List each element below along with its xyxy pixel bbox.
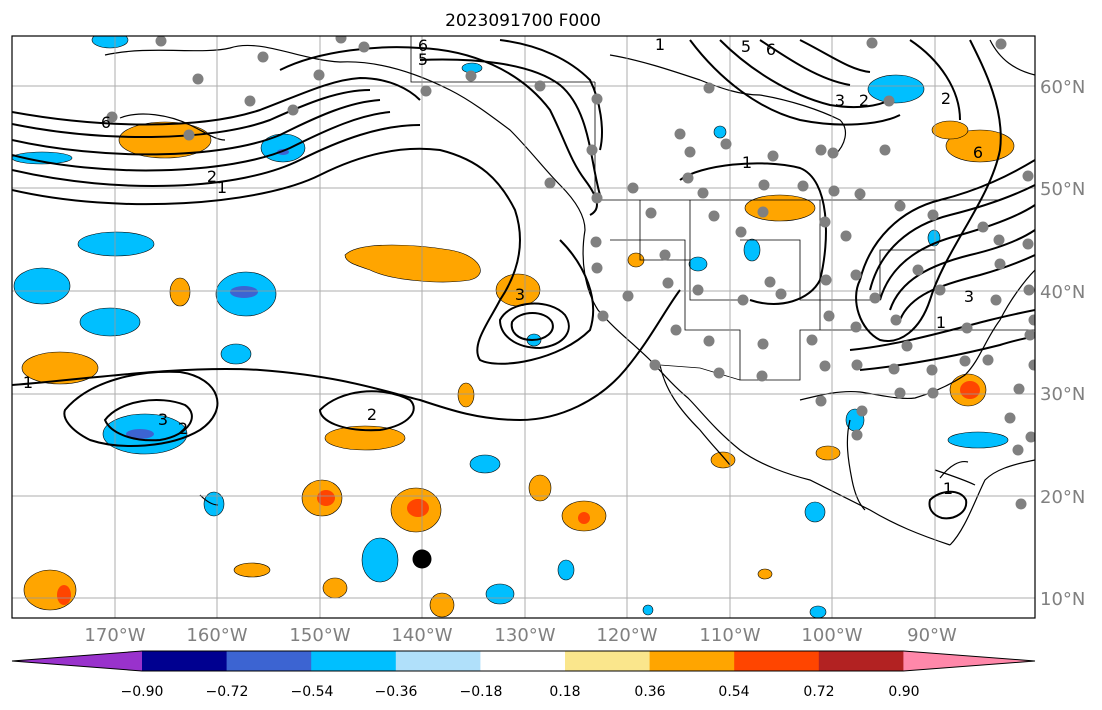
colorbar-ticks: −0.90 −0.72 −0.54 −0.36 −0.18 0.18 0.36 … [121, 684, 920, 700]
strong-negative-anomalies [126, 149, 289, 439]
colorbar-segment [395, 651, 481, 671]
lon-label: 110°W [699, 625, 760, 646]
contour-label: 6 [418, 36, 428, 55]
map-area: 6 5 6 2 1 2 1 3 3 2 1 1 5 6 3 2 6 3 2 1 … [12, 35, 1035, 618]
colorbar-segment [311, 651, 397, 671]
lon-label: 120°W [596, 625, 657, 646]
location-marker [412, 549, 432, 569]
grid-lines [12, 36, 1035, 618]
contour-labels: 6 5 6 2 1 2 1 3 3 2 1 1 5 6 3 2 6 3 2 1 … [23, 35, 983, 498]
contour-label: 2 [859, 91, 869, 110]
latitude-labels: 60°N 50°N 40°N 30°N 20°N 10°N [1040, 77, 1085, 610]
lon-label: 100°W [801, 625, 862, 646]
colorbar-segment [565, 651, 651, 671]
contour-label: 2 [367, 405, 377, 424]
colorbar [11, 650, 1036, 672]
contour-label: 5 [741, 37, 751, 56]
colorbar-extend-low [12, 651, 142, 671]
contour-label: 1 [655, 35, 665, 54]
lat-label: 10°N [1040, 589, 1085, 610]
colorbar-tick-label: −0.36 [375, 684, 418, 700]
contour-label: 6 [973, 143, 983, 162]
lat-label: 40°N [1040, 282, 1085, 303]
lat-label: 30°N [1040, 384, 1085, 405]
colorbar-segment [734, 651, 820, 671]
map-frame [11, 35, 1036, 619]
lat-label: 60°N [1040, 77, 1085, 98]
lon-label: 170°W [84, 625, 145, 646]
contour-label: 6 [766, 40, 776, 59]
lon-label: 140°W [391, 625, 452, 646]
colorbar-tick-label: −0.72 [206, 684, 249, 700]
contour-label: 1 [943, 479, 953, 498]
colorbar-tick-label: 0.90 [888, 684, 919, 700]
longitude-labels: 170°W 160°W 150°W 140°W 130°W 120°W 110°… [84, 625, 957, 646]
contour-label: 6 [101, 113, 111, 132]
colorbar-segment [480, 651, 566, 671]
colorbar-tick-label: −0.18 [460, 684, 503, 700]
lat-label: 20°N [1040, 487, 1085, 508]
map-title: 2023091700 F000 [445, 11, 601, 31]
colorbar-tick-label: 0.72 [803, 684, 834, 700]
colorbar-segment [649, 651, 735, 671]
colorbar-outline [11, 650, 1036, 672]
station-dots [106, 36, 1035, 510]
contour-label: 1 [217, 178, 227, 197]
colorbar-extend-high [903, 651, 1035, 671]
strong-positive-anomalies [57, 381, 980, 605]
colorbar-tick-label: 0.36 [634, 684, 665, 700]
contour-label: 2 [178, 419, 188, 438]
colorbar-tick-label: −0.54 [291, 684, 334, 700]
lon-label: 150°W [289, 625, 350, 646]
colorbar-tick-label: −0.90 [121, 684, 164, 700]
colorbar-segment [142, 651, 228, 671]
contour-label: 2 [941, 89, 951, 108]
lon-label: 90°W [907, 625, 957, 646]
contour-label: 3 [835, 91, 845, 110]
contour-label: 3 [158, 410, 168, 429]
anomaly-shading [12, 36, 1015, 618]
negative-anomalies [12, 36, 1009, 618]
contour-label: 3 [964, 287, 974, 306]
lon-label: 130°W [494, 625, 555, 646]
colorbar-tick-label: 0.18 [549, 684, 580, 700]
lat-label: 50°N [1040, 179, 1085, 200]
contour-label: 5 [418, 50, 428, 69]
contour-label: 1 [23, 373, 33, 392]
colorbar-tick-label: 0.54 [718, 684, 749, 700]
contour-label: 1 [742, 153, 752, 172]
contour-label: 3 [515, 285, 525, 304]
colorbar-segment [818, 651, 904, 671]
contour-label: 2 [207, 167, 217, 186]
contour-label: 1 [936, 313, 946, 332]
lon-label: 160°W [186, 625, 247, 646]
colorbar-segment [226, 651, 312, 671]
